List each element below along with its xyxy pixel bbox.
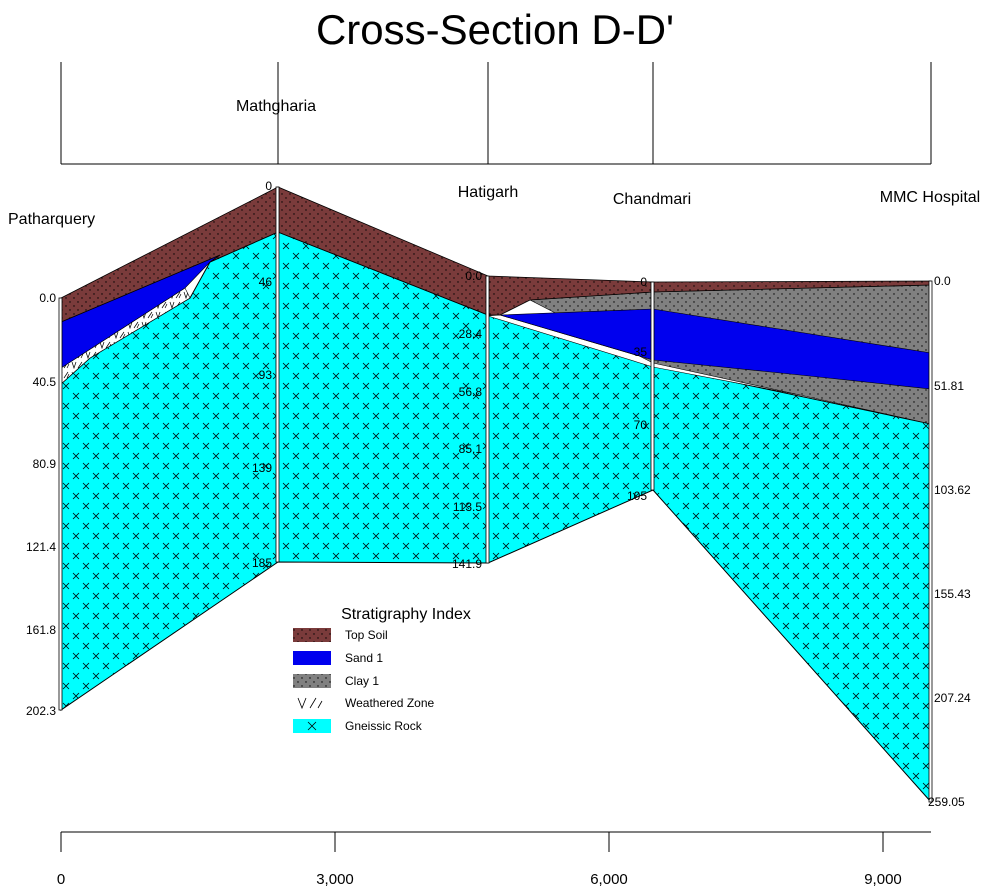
borehole-label-mmc-hospital: MMC Hospital (880, 189, 980, 206)
depth-tick: 85.1 (459, 442, 483, 456)
x-tick-label: 3,000 (316, 871, 354, 888)
depth-tick: 103.62 (934, 483, 971, 497)
depth-tick: 56.8 (459, 385, 483, 399)
legend-swatch-clay-pattern (293, 674, 331, 688)
borehole-columns (58, 186, 933, 803)
depth-tick: 259.05 (928, 795, 965, 809)
borehole-label-mathgharia: Mathgharia (236, 98, 316, 115)
legend-title: Stratigraphy Index (341, 606, 471, 623)
depth-tick: 0 (265, 179, 272, 193)
legend-swatch-top-soil-pattern (293, 628, 331, 642)
location-frame (60, 62, 932, 165)
depth-tick: 207.24 (934, 691, 971, 705)
depth-tick: 0 (640, 275, 647, 289)
depth-tick: 202.3 (26, 704, 56, 718)
x-tick-label: 9,000 (864, 871, 902, 888)
legend-label-top-soil: Top Soil (345, 628, 388, 642)
borehole-column-patharquery (58, 297, 63, 711)
depth-tick: 70 (634, 418, 648, 432)
depth-tick: 105 (627, 489, 647, 503)
page-title: Cross-Section D-D' (316, 6, 674, 53)
depth-tick: 0.0 (39, 291, 56, 305)
legend-label-weathered-zone: Weathered Zone (345, 696, 434, 710)
weathered-symbol-icon (297, 697, 323, 710)
borehole-column-hatigarh (485, 275, 490, 564)
distance-axis: 0 3,000 6,000 9,000 (57, 831, 931, 888)
depth-tick: 0.0 (465, 269, 482, 283)
borehole-column-mmc-hospital (928, 280, 933, 803)
legend-swatch-weathered-zone (293, 696, 331, 710)
layer-weathered-zone-west-pattern (61, 288, 190, 384)
legend-label-sand: Sand 1 (345, 651, 383, 665)
legend-label-clay: Clay 1 (345, 674, 379, 688)
depth-tick: 35 (634, 345, 648, 359)
x-tick-label: 0 (57, 871, 65, 888)
depth-tick: 28.4 (459, 327, 483, 341)
borehole-column-chandmari (650, 281, 655, 491)
depth-ticks-patharquery: 0.0 40.5 80.9 121.4 161.8 202.3 (26, 291, 56, 718)
borehole-label-hatigarh: Hatigarh (458, 184, 518, 201)
borehole-label-patharquery: Patharquery (8, 211, 95, 228)
depth-tick: 155.43 (934, 587, 971, 601)
depth-tick: 185 (252, 556, 272, 570)
depth-tick: 121.4 (26, 540, 56, 554)
depth-tick: 51.81 (934, 379, 964, 393)
depth-tick: 113.5 (453, 500, 482, 514)
depth-ticks-mmc-hospital: 0.0 51.81 103.62 155.43 207.24 259.05 (928, 274, 971, 809)
legend-label-gneissic-rock: Gneissic Rock (345, 719, 423, 733)
legend-swatch-sand (293, 651, 331, 665)
cross-symbol-icon (307, 721, 317, 731)
depth-tick: 161.8 (26, 623, 56, 637)
depth-ticks-hatigarh: 0.0 28.4 56.8 85.1 113.5 141.9 (452, 269, 482, 571)
depth-tick: 0.0 (934, 274, 951, 288)
depth-tick: 141.9 (452, 557, 482, 571)
depth-ticks-mathgharia: 0 46 93 139 185 (252, 179, 272, 570)
depth-ticks-chandmari: 0 35 70 105 (627, 275, 647, 503)
depth-tick: 80.9 (33, 457, 57, 471)
depth-tick: 46 (259, 275, 273, 289)
legend: Stratigraphy Index Top Soil Sand 1 Clay … (293, 606, 471, 733)
depth-tick: 93 (259, 368, 273, 382)
borehole-label-chandmari: Chandmari (613, 191, 691, 208)
depth-tick: 40.5 (33, 375, 57, 389)
x-tick-label: 6,000 (590, 871, 628, 888)
borehole-column-mathgharia (275, 186, 280, 563)
depth-tick: 139 (252, 461, 272, 475)
